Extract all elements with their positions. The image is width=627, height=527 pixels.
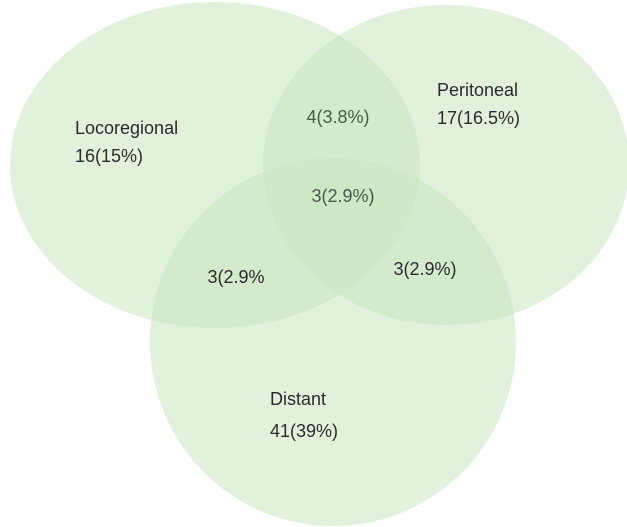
set-label: Distant (270, 389, 326, 409)
region-label: 3(2.9% (207, 267, 264, 287)
set-count: 41(39%) (270, 421, 338, 441)
set-count: 17(16.5%) (437, 108, 520, 128)
set-count: 16(15%) (75, 146, 143, 166)
set-label: Locoregional (75, 118, 178, 138)
region-label: 3(2.9%) (311, 186, 374, 206)
region-label: 4(3.8%) (306, 107, 369, 127)
set-label: Peritoneal (437, 80, 518, 100)
region-label: 3(2.9%) (393, 259, 456, 279)
distant-set (150, 158, 516, 526)
